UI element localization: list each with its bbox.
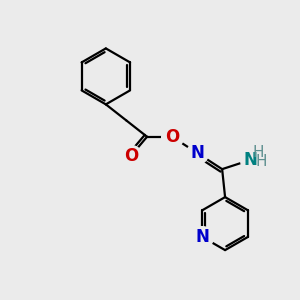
Text: N: N: [244, 151, 258, 169]
Text: N: N: [195, 228, 209, 246]
Text: O: O: [124, 147, 138, 165]
Text: O: O: [165, 128, 179, 146]
Text: H: H: [253, 146, 264, 160]
Text: N: N: [190, 144, 204, 162]
Text: H: H: [255, 154, 267, 169]
